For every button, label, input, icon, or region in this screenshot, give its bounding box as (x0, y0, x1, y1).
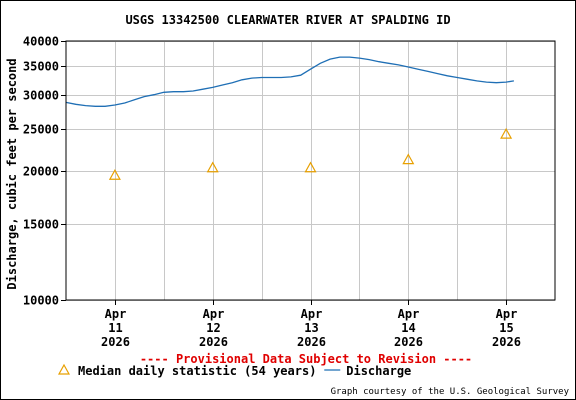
legend: Median daily statistic (54 years) Dischar… (57, 363, 411, 378)
chart-title: USGS 13342500 CLEARWATER RIVER AT SPALDI… (125, 13, 450, 27)
x-tick-year: 2026 (101, 335, 130, 349)
x-tick-month: Apr (301, 307, 323, 321)
x-tick-day: 12 (206, 321, 220, 335)
median-marker (206, 161, 219, 173)
y-tick-label: 20000 (23, 165, 59, 179)
x-tick-day: 13 (304, 321, 318, 335)
x-tick-year: 2026 (492, 335, 521, 349)
legend-triangle-icon (57, 363, 71, 375)
x-tick-month: Apr (496, 307, 518, 321)
plot-series (65, 56, 514, 180)
median-marker (304, 161, 317, 173)
discharge-line (65, 56, 514, 107)
credit-text: Graph courtesy of the U.S. Geological Su… (331, 387, 570, 397)
x-tick-year: 2026 (297, 335, 326, 349)
plot-border (65, 40, 556, 301)
provisional-note: ---- Provisional Data Subject to Revisio… (140, 352, 472, 366)
y-tick-label: 40000 (23, 35, 59, 49)
x-tick-day: 15 (499, 321, 513, 335)
x-axis: Apr112026Apr122026Apr132026Apr142026Apr1… (101, 300, 521, 349)
x-tick-month: Apr (105, 307, 127, 321)
y-tick-label: 25000 (23, 123, 59, 137)
x-tick-day: 11 (108, 321, 122, 335)
x-tick-day: 14 (401, 321, 415, 335)
x-tick-month: Apr (203, 307, 225, 321)
y-tick-label: 10000 (23, 294, 59, 308)
legend-label: Discharge (346, 364, 411, 378)
y-axis-label: Discharge, cubic feet per second (5, 58, 19, 289)
x-tick-year: 2026 (394, 335, 423, 349)
y-tick-label: 30000 (23, 89, 59, 103)
x-tick-month: Apr (398, 307, 420, 321)
grid (66, 41, 555, 301)
legend-label: Median daily statistic (54 years) (78, 364, 316, 378)
y-tick-label: 35000 (23, 60, 59, 74)
x-tick-year: 2026 (199, 335, 228, 349)
median-marker (108, 168, 121, 180)
median-marker (402, 153, 415, 165)
y-axis: 10000 15000 20000 25000 30000 35000 40000 (23, 35, 66, 308)
median-marker (500, 127, 513, 139)
y-tick-label: 15000 (23, 218, 59, 232)
